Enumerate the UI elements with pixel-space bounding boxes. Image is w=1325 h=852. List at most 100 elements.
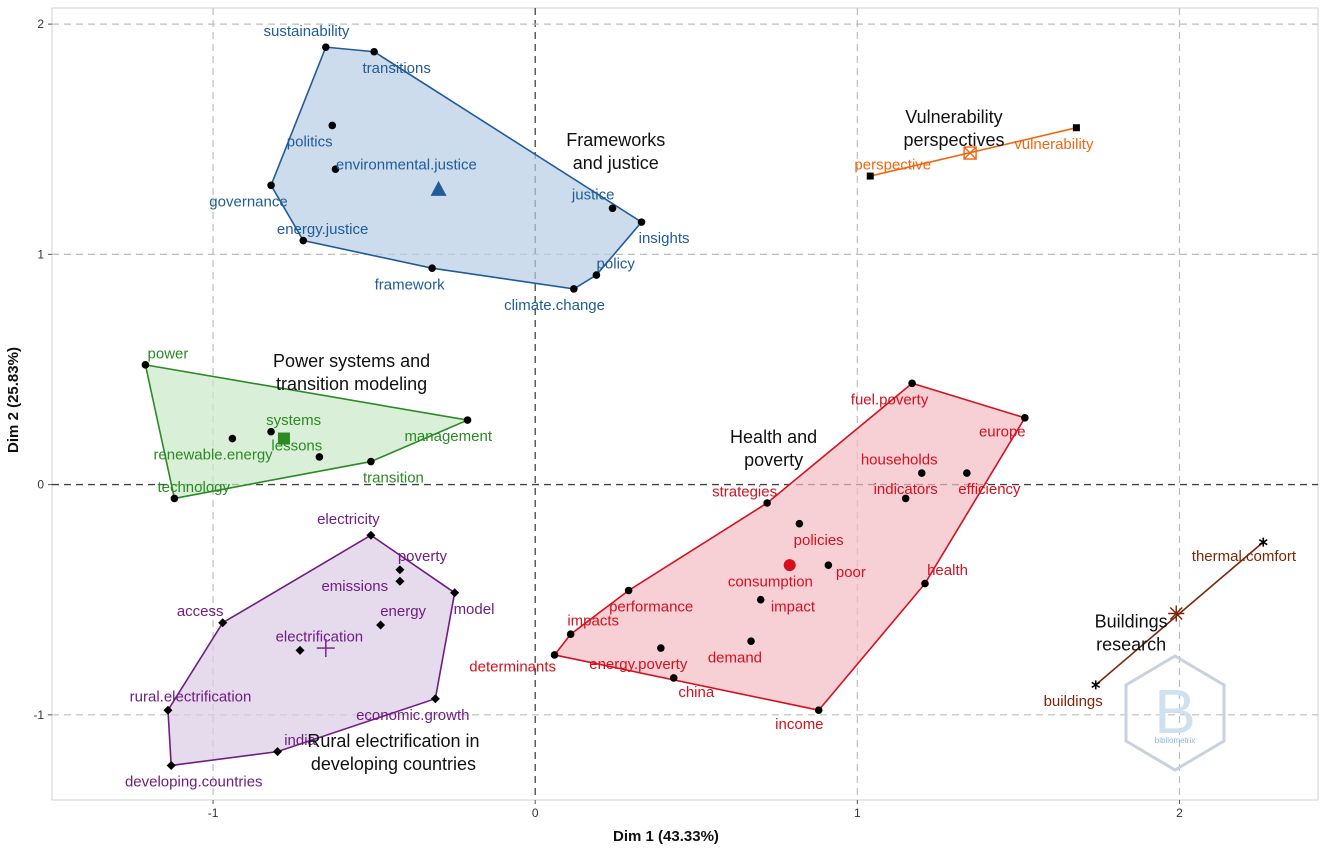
- label-perspective: perspective: [854, 157, 931, 174]
- watermark-glyph: B: [1154, 678, 1195, 747]
- label-emissions: emissions: [321, 578, 388, 595]
- point-determinants: [550, 651, 559, 659]
- point-poverty: [395, 565, 405, 575]
- point-poor: [824, 561, 833, 569]
- label-energy.poverty: energy.poverty: [589, 656, 688, 673]
- point-technology: [170, 494, 179, 503]
- label-transitions: transitions: [362, 60, 430, 77]
- point-insights: [637, 218, 646, 226]
- y-tick-label: -1: [33, 708, 44, 722]
- label-performance: performance: [609, 599, 693, 616]
- cluster-title-frameworks: and justice: [573, 153, 659, 173]
- marker-stroke: [1258, 538, 1268, 546]
- marker-stroke: [1091, 681, 1101, 689]
- point-economic.growth: [430, 694, 440, 704]
- cluster-hulls: [144, 46, 1264, 767]
- point-framework: [428, 264, 436, 272]
- centroid-vulnerability: [963, 146, 977, 160]
- label-consumption: consumption: [728, 573, 813, 590]
- label-access: access: [177, 603, 224, 620]
- point-thermal.comfort: [1258, 537, 1268, 547]
- point-energy.justice: [299, 236, 308, 245]
- label-efficiency: efficiency: [958, 481, 1021, 498]
- point-climate.change: [570, 285, 578, 293]
- point-environmental.justice: [331, 165, 340, 173]
- cluster-titles: Frameworks and justice Power systems and tr…: [273, 107, 1168, 774]
- x-axis-title: Dim 1 (43.33%): [613, 828, 719, 845]
- point-renewable.energy: [228, 434, 237, 443]
- y-tick-label: 1: [37, 247, 44, 261]
- label-china: china: [678, 684, 715, 701]
- label-economic.growth: economic.growth: [356, 707, 469, 724]
- point-model: [450, 588, 460, 598]
- watermark-text: bibliometrix: [1155, 736, 1195, 745]
- axes: -1 0 1 2 -1 0 1 2: [33, 17, 1183, 820]
- label-management: management: [404, 428, 492, 445]
- label-electrification: electrification: [276, 629, 364, 646]
- data-points: [141, 43, 1268, 770]
- label-framework: framework: [375, 276, 446, 293]
- point-policy: [592, 271, 601, 279]
- y-axis-title: Dim 2 (25.83%): [5, 347, 22, 453]
- x-stroke: [963, 146, 977, 160]
- label-thermal.comfort: thermal.comfort: [1192, 548, 1297, 565]
- label-demand: demand: [708, 649, 762, 666]
- point-fuel.poverty: [908, 379, 916, 388]
- point-sustainability: [322, 43, 330, 51]
- centroid-health: [783, 559, 796, 572]
- box-stroke: [963, 146, 977, 160]
- cluster-title-vulnerability: Vulnerability: [905, 107, 1002, 127]
- point-impact: [756, 595, 765, 604]
- watermark-logo: B bibliometrix: [1124, 654, 1226, 772]
- point-europe: [1021, 414, 1029, 422]
- point-labels: sustainability transitions politicsenviron…: [125, 23, 1297, 791]
- label-politics: politics: [287, 134, 333, 151]
- label-strategies: strategies: [712, 483, 777, 500]
- label-europe: europe: [979, 424, 1026, 441]
- point-households: [917, 469, 926, 477]
- label-poverty: poverty: [398, 548, 448, 565]
- point-systems: [267, 427, 275, 436]
- x-tick-label: 2: [1176, 806, 1183, 820]
- x-tick-label: 0: [532, 806, 539, 820]
- label-environmental.justice: environmental.justice: [336, 157, 477, 174]
- point-transition: [367, 457, 375, 466]
- centroid-buildings: [1168, 605, 1185, 622]
- cluster-title-health: Health and: [730, 427, 817, 447]
- label-renewable.energy: renewable.energy: [153, 447, 273, 464]
- label-systems: systems: [266, 412, 321, 429]
- label-buildings: buildings: [1044, 693, 1103, 710]
- centroid-rural: [316, 639, 335, 658]
- label-policies: policies: [794, 532, 844, 549]
- point-policies: [795, 519, 804, 528]
- x-tick-label: -1: [208, 806, 219, 820]
- hexagon-icon: [1124, 654, 1226, 772]
- label-impacts: impacts: [567, 612, 619, 629]
- point-emissions: [395, 576, 405, 586]
- cluster-title-buildings: research: [1096, 634, 1166, 654]
- label-poor: poor: [836, 564, 866, 581]
- label-energy: energy: [380, 603, 426, 620]
- point-politics: [328, 121, 337, 130]
- point-management: [463, 416, 472, 424]
- label-justice: justice: [571, 186, 615, 203]
- point-transitions: [370, 47, 378, 56]
- point-access: [218, 618, 228, 628]
- star-stroke: [1169, 607, 1183, 621]
- label-governance: governance: [209, 193, 287, 210]
- point-demand: [747, 637, 755, 645]
- label-fuel.poverty: fuel.poverty: [851, 391, 929, 408]
- cluster-title-rural: developing countries: [311, 754, 476, 774]
- point-impacts: [566, 630, 575, 639]
- cluster-segment-vulnerability: [870, 126, 1077, 177]
- label-sustainability: sustainability: [264, 23, 350, 40]
- y-tick-label: 2: [37, 17, 44, 31]
- point-power: [141, 361, 150, 369]
- label-india: india: [284, 732, 316, 749]
- cluster-title-health: poverty: [744, 450, 803, 470]
- point-energy: [376, 620, 386, 630]
- label-energy.justice: energy.justice: [277, 221, 368, 238]
- point-electricity: [366, 530, 376, 540]
- point-energy.poverty: [657, 644, 665, 652]
